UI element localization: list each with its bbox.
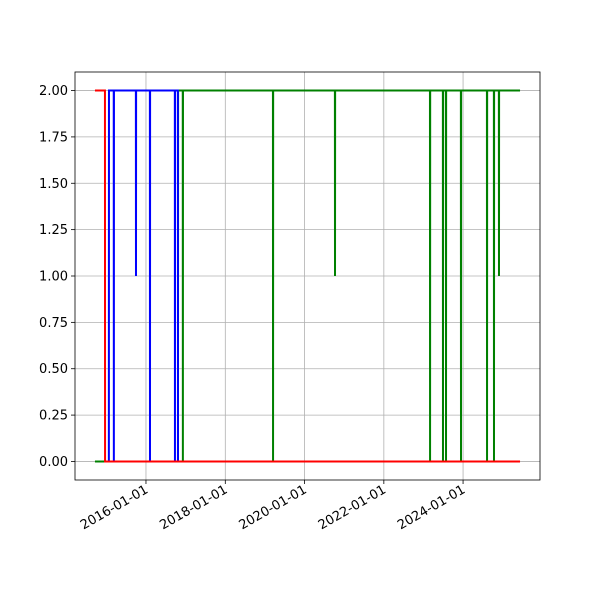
- y-tick-label: 1.25: [39, 223, 68, 238]
- plot-area: [75, 72, 540, 480]
- y-tick-label: 0.50: [39, 362, 68, 377]
- y-tick-label: 0.00: [39, 455, 68, 470]
- series-line: [94, 89, 521, 463]
- y-tick-label: 1.75: [39, 130, 68, 145]
- series-line: [94, 89, 521, 463]
- series-line: [107, 89, 179, 463]
- y-tick-label: 0.25: [39, 409, 68, 424]
- y-tick-label: 2.00: [39, 84, 68, 99]
- y-tick-label: 1.50: [39, 177, 68, 192]
- y-tick-label: 0.75: [39, 316, 68, 331]
- y-tick-label: 1.00: [39, 270, 68, 285]
